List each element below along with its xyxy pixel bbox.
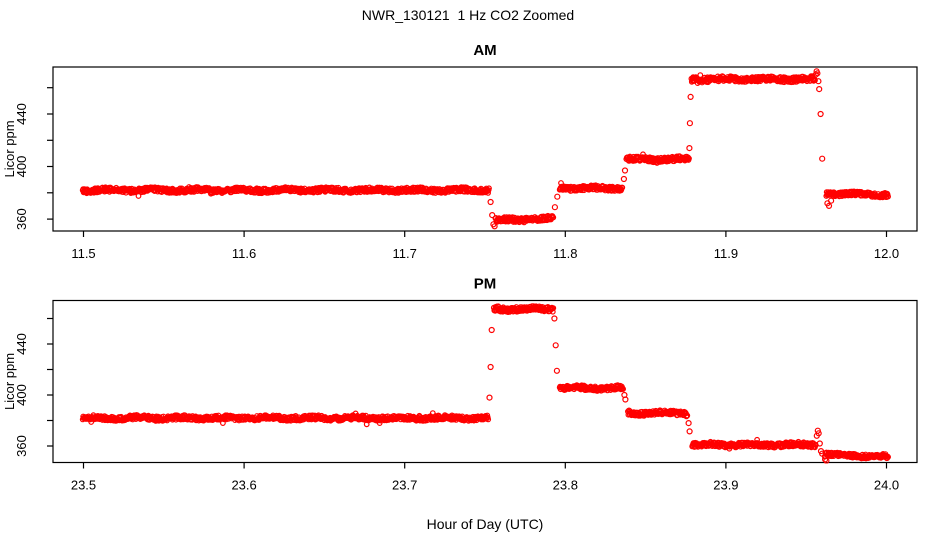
transition-point <box>686 120 694 127</box>
transition-point <box>551 204 559 211</box>
plot-box <box>52 66 918 232</box>
y-axis-label: Licor ppm <box>2 120 17 177</box>
data-points <box>79 303 891 464</box>
chart-title: NWR_130121 1 Hz CO2 Zoomed <box>361 7 575 23</box>
transition-point <box>621 167 629 174</box>
y-axis-label: Licor ppm <box>2 353 17 410</box>
y-tick-label: 440 <box>14 103 29 125</box>
transition-point <box>825 202 833 209</box>
transition-point <box>488 326 495 334</box>
transition-point <box>819 450 826 457</box>
transition-point <box>487 363 494 371</box>
transition-point <box>554 193 561 200</box>
x-tick-label: 11.6 <box>232 246 256 261</box>
panel-title: AM <box>473 42 496 59</box>
transition-point <box>821 456 829 463</box>
transition-point <box>823 457 830 464</box>
transition-point <box>622 396 629 403</box>
x-tick-label: 23.6 <box>231 478 256 493</box>
x-tick-label: 23.8 <box>553 478 578 493</box>
y-tick-label: 400 <box>14 384 29 406</box>
transition-point <box>685 420 692 427</box>
transition-point <box>489 212 496 219</box>
x-tick-label: 11.9 <box>714 246 738 261</box>
x-tick-label: 11.5 <box>71 246 95 261</box>
transition-point <box>553 367 561 374</box>
transition-point <box>816 85 823 93</box>
y-tick-label: 400 <box>14 156 29 178</box>
transition-point <box>815 430 822 437</box>
y-tick-label: 360 <box>14 208 29 230</box>
x-tick-label: 23.5 <box>71 478 96 493</box>
transition-point <box>686 145 693 152</box>
transition-point <box>816 440 823 447</box>
transition-point <box>552 342 559 349</box>
transition-point <box>814 70 821 77</box>
x-tick-label: 24.0 <box>874 478 899 493</box>
x-tick-label: 23.9 <box>713 478 738 493</box>
x-tick-label: 12.0 <box>874 246 899 261</box>
transition-point <box>815 78 822 85</box>
y-tick-label: 440 <box>14 333 29 355</box>
y-tick-label: 360 <box>14 435 29 457</box>
transition-point <box>817 110 824 118</box>
transition-point <box>486 394 493 401</box>
plot-box <box>52 299 918 464</box>
transition-point <box>812 71 819 78</box>
transition-point <box>686 428 693 435</box>
x-tick-label: 11.7 <box>393 246 417 261</box>
transition-point <box>487 198 494 206</box>
data-points <box>79 68 891 230</box>
transition-point <box>687 93 694 101</box>
x-tick-label: 23.7 <box>392 478 417 493</box>
transition-point <box>819 155 826 162</box>
transition-point <box>620 175 628 183</box>
transition-point <box>827 197 835 204</box>
transition-point <box>551 315 558 322</box>
transition-point <box>491 223 498 230</box>
x-tick-label: 11.8 <box>553 246 577 261</box>
x-axis-label: Hour of Day (UTC) <box>426 516 544 532</box>
panel-title: PM <box>474 276 497 293</box>
